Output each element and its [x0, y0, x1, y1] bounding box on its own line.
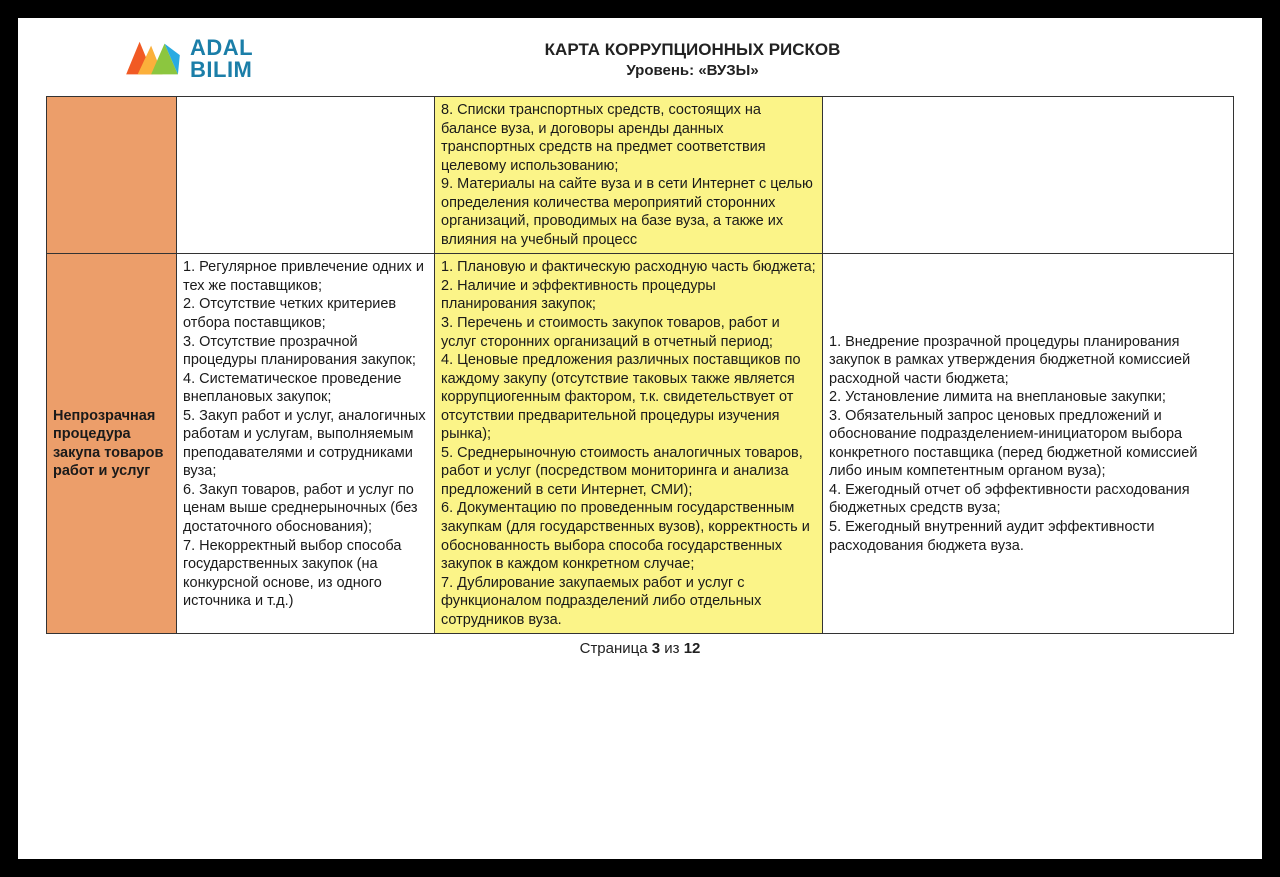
cell-risk-name: Непрозрачная процедура закупа товаров ра… — [47, 254, 177, 634]
cell-indicators — [177, 97, 435, 254]
footer-total: 12 — [684, 640, 701, 657]
cell-analysis: 8. Списки транспортных средств, состоящи… — [435, 97, 823, 254]
logo-text: ADAL BILIM — [190, 37, 253, 81]
footer-prefix: Страница — [580, 640, 652, 657]
table-row: Непрозрачная процедура закупа товаров ра… — [47, 254, 1234, 634]
risk-table: 8. Списки транспортных средств, состоящи… — [46, 96, 1234, 634]
page-footer: Страница 3 из 12 — [46, 640, 1234, 657]
cell-risk-name — [47, 97, 177, 254]
document-page: ADAL BILIM КАРТА КОРРУПЦИОННЫХ РИСКОВ Ур… — [18, 18, 1262, 859]
title-block: КАРТА КОРРУПЦИОННЫХ РИСКОВ Уровень: «ВУЗ… — [271, 40, 1114, 79]
page-title: КАРТА КОРРУПЦИОННЫХ РИСКОВ — [271, 40, 1114, 60]
page-header: ADAL BILIM КАРТА КОРРУПЦИОННЫХ РИСКОВ Ур… — [46, 36, 1234, 82]
page-subtitle: Уровень: «ВУЗЫ» — [271, 62, 1114, 79]
logo: ADAL BILIM — [124, 36, 253, 82]
cell-analysis: 1. Плановую и фактическую расходную част… — [435, 254, 823, 634]
footer-mid: из — [660, 640, 684, 657]
cell-measures: 1. Внедрение прозрачной процедуры планир… — [823, 254, 1234, 634]
logo-line2: BILIM — [190, 59, 253, 81]
logo-mark-icon — [124, 36, 182, 82]
logo-line1: ADAL — [190, 37, 253, 59]
cell-measures — [823, 97, 1234, 254]
footer-page: 3 — [652, 640, 660, 657]
table-row: 8. Списки транспортных средств, состоящи… — [47, 97, 1234, 254]
cell-indicators: 1. Регулярное привлечение одних и тех же… — [177, 254, 435, 634]
